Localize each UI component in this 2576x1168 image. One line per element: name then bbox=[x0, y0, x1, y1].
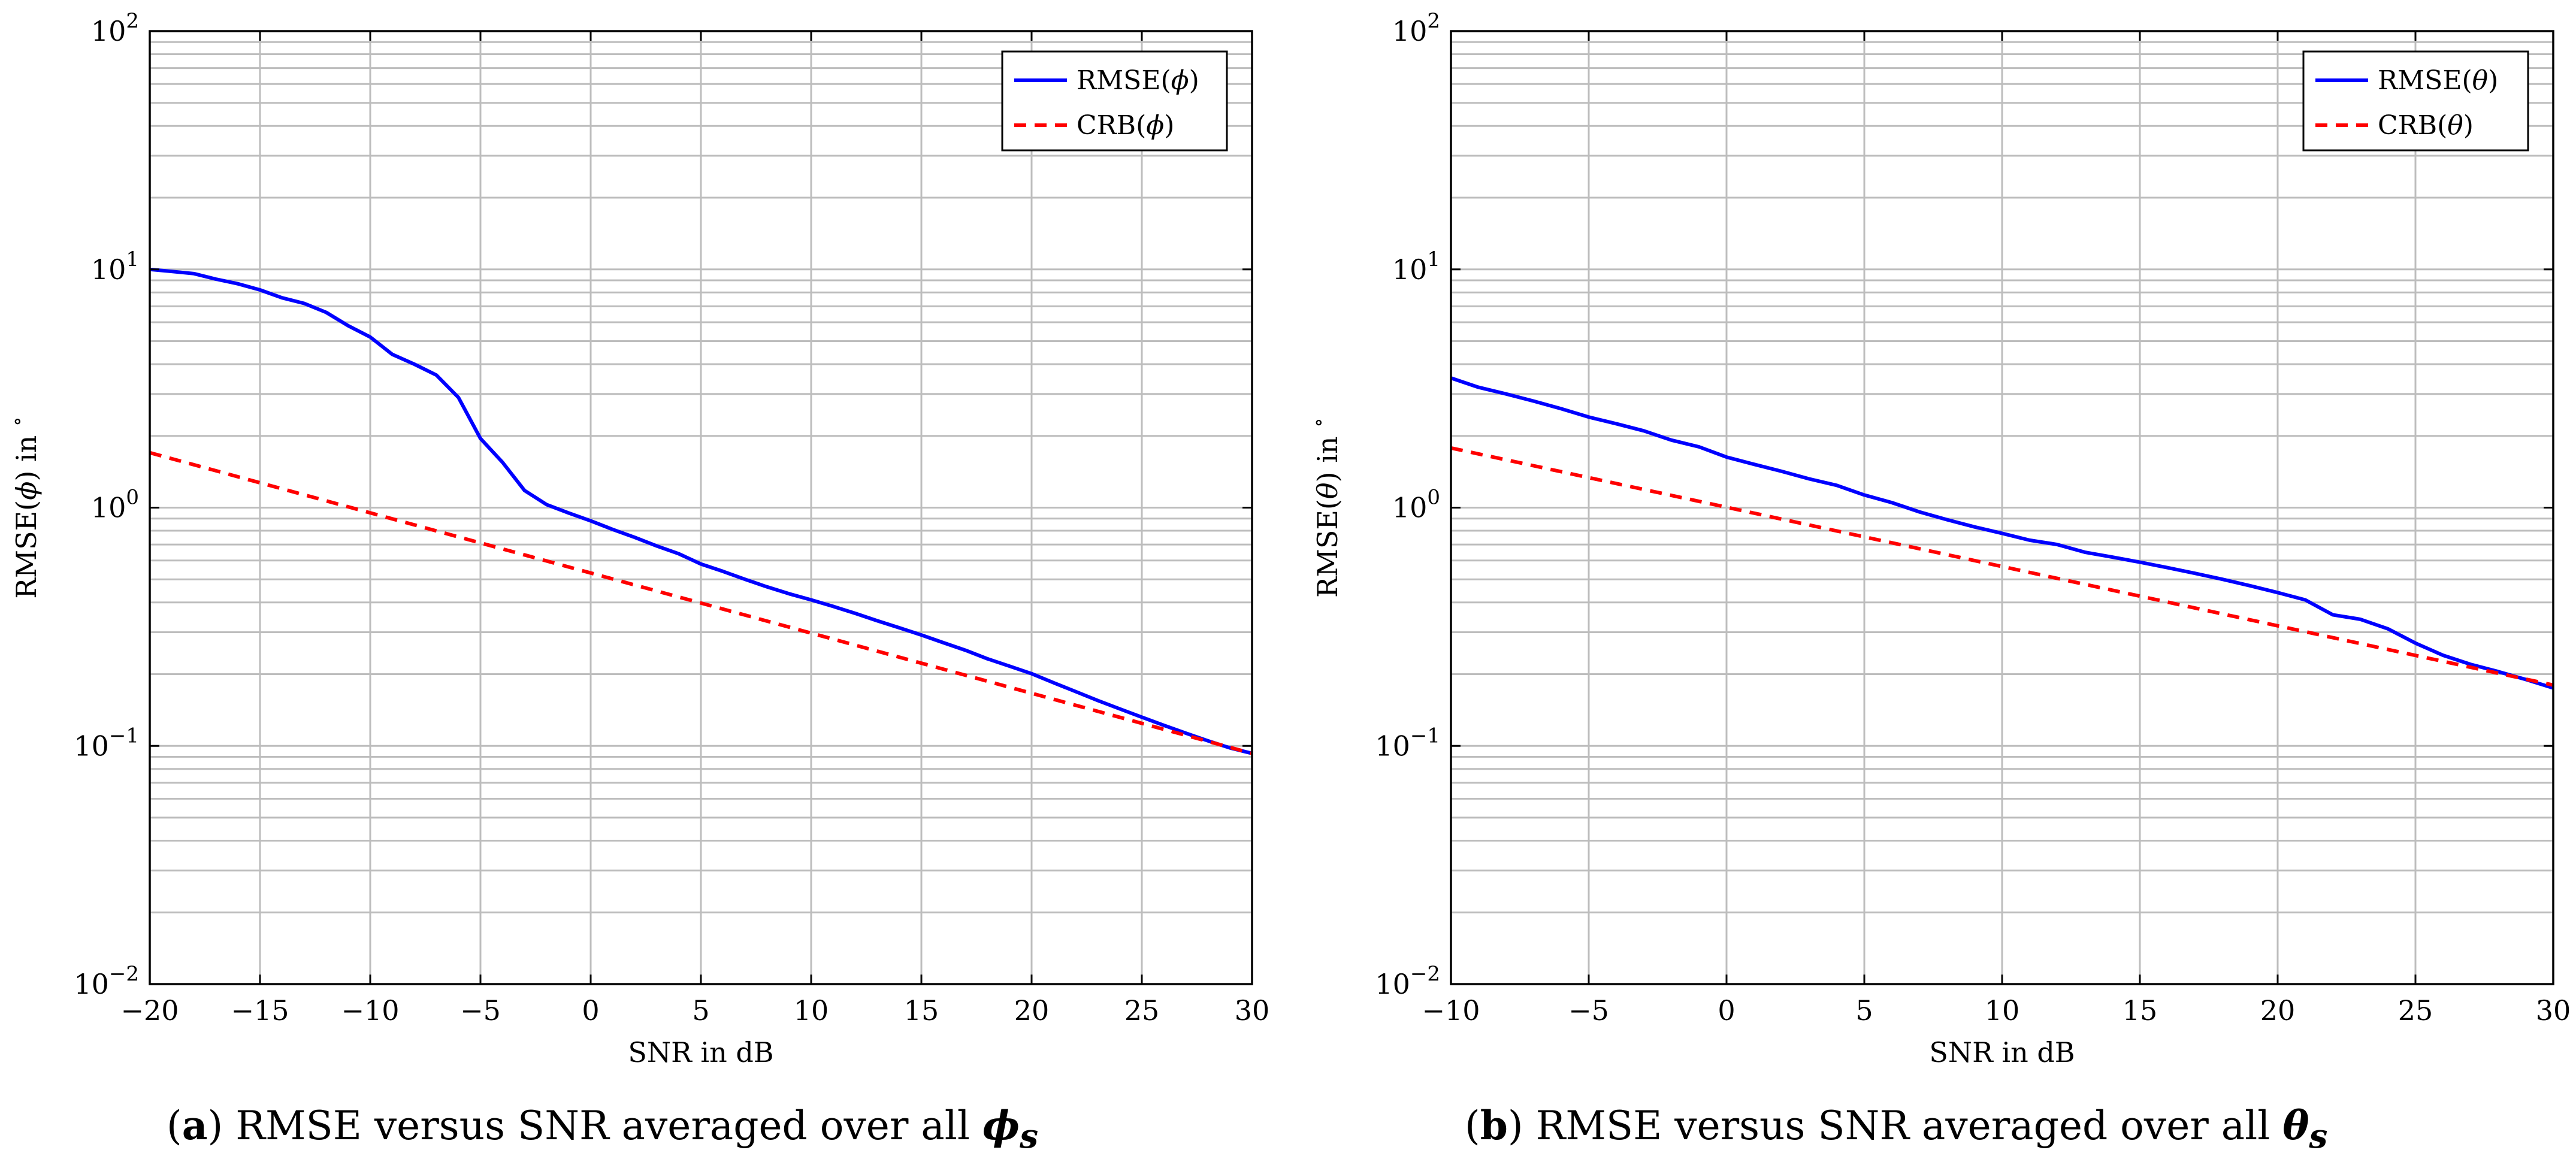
chart-a-xlabel: SNR in dB bbox=[628, 1036, 773, 1069]
caption-a: (a) RMSE versus SNR averaged over all ϕs bbox=[167, 1102, 1039, 1156]
chart-a-legend: RMSE(ϕ) CRB(ϕ) bbox=[1001, 50, 1228, 152]
chart-b-ylabel: RMSE(θ) in ∘ bbox=[1307, 417, 1344, 598]
x-tick-label: 15 bbox=[904, 994, 939, 1027]
legend-entry: RMSE(ϕ) bbox=[1077, 65, 1199, 96]
y-tick-label: 10−1 bbox=[1375, 724, 1440, 762]
x-tick-label: 5 bbox=[1855, 994, 1873, 1027]
x-tick-label: −15 bbox=[231, 994, 289, 1027]
chart-b-rmse-line bbox=[1450, 376, 2554, 690]
chart-b-legend: RMSE(θ) CRB(θ) bbox=[2302, 50, 2529, 152]
x-tick-label: 30 bbox=[2536, 994, 2571, 1027]
chart-a: −20 −15 −10 −5 0 5 10 15 20 25 30 10−2 10−1 100 101 102… bbox=[5, 9, 1269, 1069]
x-tick-label: 0 bbox=[582, 994, 599, 1027]
legend-entry: CRB(ϕ) bbox=[1077, 110, 1174, 141]
x-tick-label: −5 bbox=[1568, 994, 1609, 1027]
legend-entry: CRB(θ) bbox=[2378, 110, 2474, 141]
x-tick-label: −20 bbox=[120, 994, 179, 1027]
x-tick-label: 10 bbox=[794, 994, 829, 1027]
y-tick-label: 102 bbox=[91, 9, 139, 47]
y-tick-label: 101 bbox=[91, 247, 139, 286]
y-tick-label: 10−2 bbox=[1375, 962, 1440, 1000]
y-tick-label: 10−2 bbox=[74, 962, 139, 1000]
x-tick-label: −10 bbox=[341, 994, 399, 1027]
x-tick-label: 5 bbox=[692, 994, 709, 1027]
y-tick-label: 100 bbox=[91, 486, 139, 524]
x-tick-label: 15 bbox=[2123, 994, 2158, 1027]
x-tick-label: 20 bbox=[2260, 994, 2296, 1027]
chart-b-xlabel: SNR in dB bbox=[1929, 1036, 2075, 1069]
chart-a-grid bbox=[150, 31, 1252, 984]
x-tick-label: 20 bbox=[1014, 994, 1050, 1027]
chart-b-grid bbox=[1451, 31, 2553, 984]
y-tick-label: 101 bbox=[1392, 247, 1440, 286]
x-tick-label: 25 bbox=[2398, 994, 2433, 1027]
chart-b: −10 −5 0 5 10 15 20 25 30 10−2 10−1 100 101 102 SNR in… bbox=[1307, 9, 2571, 1069]
x-tick-label: 0 bbox=[1718, 994, 1735, 1027]
legend-box bbox=[2302, 50, 2529, 152]
x-tick-label: 25 bbox=[1124, 994, 1160, 1027]
caption-b: (b) RMSE versus SNR averaged over all θs bbox=[1465, 1102, 2328, 1156]
chart-a-rmse-line bbox=[149, 267, 1253, 755]
legend-box bbox=[1001, 50, 1228, 152]
chart-b-crb-line bbox=[1450, 446, 2554, 687]
x-tick-label: 10 bbox=[1985, 994, 2020, 1027]
y-tick-label: 100 bbox=[1392, 486, 1440, 524]
legend-entry: RMSE(θ) bbox=[2378, 65, 2498, 96]
y-tick-label: 102 bbox=[1392, 9, 1440, 47]
x-tick-label: 30 bbox=[1235, 994, 1270, 1027]
chart-a-crb-line bbox=[149, 450, 1253, 755]
y-tick-label: 10−1 bbox=[74, 724, 139, 762]
x-tick-label: −10 bbox=[1422, 994, 1480, 1027]
x-tick-label: −5 bbox=[460, 994, 501, 1027]
chart-a-ylabel: RMSE(ϕ) in ∘ bbox=[5, 416, 43, 598]
